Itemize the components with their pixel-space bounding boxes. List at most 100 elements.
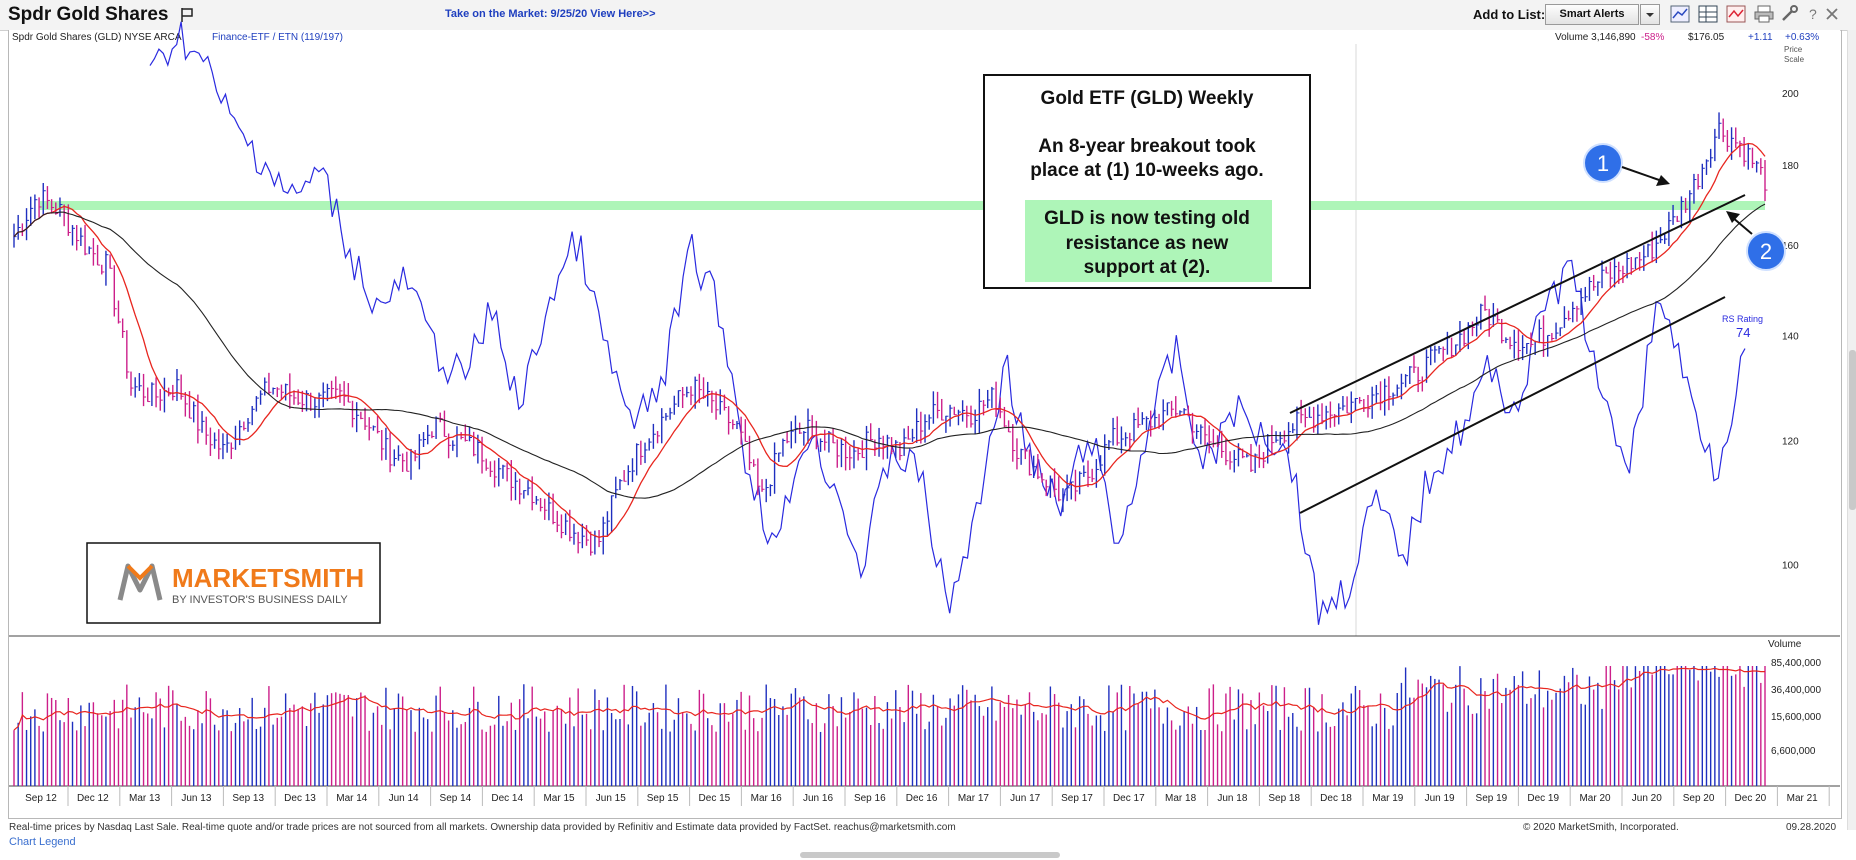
chart-type-icon[interactable]: [1670, 5, 1690, 23]
x-tick-label: Dec 14: [491, 793, 523, 804]
x-tick-label: Jun 15: [596, 793, 626, 804]
x-tick-label: Sep 18: [1268, 793, 1300, 804]
y-tick-label: 120: [1782, 436, 1799, 447]
volume-axis: 85,400,000 36,400,000 15,600,000 6,600,000: [1771, 658, 1821, 757]
x-tick-label: Sep 20: [1683, 793, 1715, 804]
x-tick-label: Mar 13: [129, 793, 161, 804]
industry-group[interactable]: Finance-ETF / ETN (119/197): [212, 32, 343, 43]
x-tick-label: Sep 14: [440, 793, 472, 804]
x-tick-label: Sep 12: [25, 793, 57, 804]
scroll-thumb[interactable]: [1849, 350, 1856, 510]
annotation-line-2: place at (1) 10-weeks ago.: [1030, 160, 1263, 181]
price-scale-label-1: Price: [1784, 45, 1803, 54]
price-change-percent: +0.63%: [1785, 32, 1819, 43]
volume-tick-label: 36,400,000: [1771, 685, 1821, 696]
x-tick-label: Dec 13: [284, 793, 316, 804]
resistance-band: [40, 201, 1765, 210]
marketsmith-logo: MARKETSMITH BY INVESTOR'S BUSINESS DAILY: [86, 542, 381, 624]
x-tick-label: Jun 16: [803, 793, 833, 804]
footer-copyright: © 2020 MarketSmith, Incorporated.: [1523, 822, 1679, 833]
x-tick-label: Sep 19: [1476, 793, 1508, 804]
take-on-market-link[interactable]: Take on the Market: 9/25/20 View Here>>: [445, 8, 656, 20]
y-tick-label: 160: [1782, 241, 1799, 252]
marker-2: 2: [1726, 211, 1786, 271]
ma-40-week-line: [13, 203, 1766, 499]
volume-tick-label: 15,600,000: [1771, 712, 1821, 723]
x-tick-label: Sep 17: [1061, 793, 1093, 804]
svg-text:?: ?: [1809, 6, 1817, 22]
horizontal-scrollbar[interactable]: [800, 852, 1060, 858]
annotation-green-line-3: support at (2).: [1084, 257, 1211, 278]
page-title: Spdr Gold Shares: [8, 4, 169, 25]
x-tick-label: Jun 14: [389, 793, 419, 804]
grid-layout-icon[interactable]: [1698, 5, 1718, 23]
volume-tick-label: 85,400,000: [1771, 658, 1821, 669]
footer-date: 09.28.2020: [1786, 822, 1837, 833]
annotation-green-line-1: GLD is now testing old: [1044, 208, 1250, 229]
chevron-down-icon: [1646, 13, 1654, 17]
volume-moving-average: [13, 667, 1765, 731]
logo-tagline: BY INVESTOR'S BUSINESS DAILY: [172, 594, 348, 606]
x-tick-label: Sep 13: [232, 793, 264, 804]
annotation-green-line-2: resistance as new: [1066, 233, 1229, 254]
add-to-list-label: Add to List:: [1473, 7, 1546, 22]
y-tick-label: 180: [1782, 161, 1799, 172]
volume-percent: -58%: [1641, 32, 1664, 43]
top-toolbar: Spdr Gold Shares Take on the Market: 9/2…: [0, 0, 1856, 31]
x-tick-label: Mar 21: [1787, 793, 1819, 804]
flag-icon[interactable]: [180, 7, 194, 23]
x-tick-label: Dec 18: [1320, 793, 1352, 804]
settings-icon[interactable]: [1780, 5, 1800, 23]
close-icon[interactable]: [1822, 5, 1842, 23]
x-tick-label: Jun 18: [1217, 793, 1247, 804]
x-tick-label: Dec 16: [906, 793, 938, 804]
annotation-line-1: An 8-year breakout took: [1038, 136, 1256, 157]
x-tick-label: Mar 14: [336, 793, 368, 804]
y-tick-label: 100: [1782, 560, 1799, 571]
channel-lower-line: [1299, 296, 1726, 514]
x-tick-label: Mar 18: [1165, 793, 1197, 804]
last-price: $176.05: [1688, 32, 1725, 43]
x-tick-label: Mar 17: [958, 793, 990, 804]
volume-bars: [13, 666, 1766, 786]
date-axis: Sep 12 Dec 12 Mar 13 Jun 13 Sep 13 Dec 13 Mar …: [25, 786, 1830, 806]
y-tick-label: 140: [1782, 332, 1799, 343]
price-bars: [13, 112, 1768, 556]
symbol-line: Spdr Gold Shares (GLD) NYSE ARCA: [12, 32, 182, 43]
list-select-dropdown[interactable]: [1640, 4, 1660, 25]
chart-legend-link[interactable]: Chart Legend: [9, 836, 76, 848]
volume-readout: Volume 3,146,890: [1555, 32, 1636, 43]
channel-upper-line: [1289, 194, 1746, 414]
marker-1-label: 1: [1597, 151, 1609, 176]
x-tick-label: Sep 16: [854, 793, 886, 804]
logo-wordmark: MARKETSMITH: [172, 563, 364, 593]
x-tick-label: Jun 13: [181, 793, 211, 804]
rs-rating-label: RS Rating: [1722, 314, 1763, 324]
x-tick-label: Mar 20: [1579, 793, 1611, 804]
x-tick-label: Jun 17: [1010, 793, 1040, 804]
x-tick-label: Dec 15: [699, 793, 731, 804]
marker-1: 1: [1583, 143, 1670, 186]
volume-tick-label: 6,600,000: [1771, 746, 1816, 757]
vertical-scrollbar[interactable]: [1847, 30, 1856, 830]
x-tick-label: Mar 19: [1372, 793, 1404, 804]
price-change: +1.11: [1748, 32, 1773, 43]
annotation-box: Gold ETF (GLD) Weekly An 8-year breakout…: [983, 74, 1311, 289]
x-tick-label: Dec 17: [1113, 793, 1145, 804]
print-icon[interactable]: [1754, 5, 1774, 23]
x-tick-label: Jun 19: [1425, 793, 1455, 804]
x-tick-label: Dec 20: [1735, 793, 1767, 804]
chart-frame: [8, 30, 1842, 819]
y-tick-label: 200: [1782, 89, 1799, 100]
price-chart[interactable]: Spdr Gold Shares (GLD) NYSE ARCA Finance…: [0, 0, 1856, 830]
help-icon[interactable]: ?: [1803, 5, 1823, 23]
x-tick-label: Dec 12: [77, 793, 109, 804]
x-tick-label: Jun 20: [1632, 793, 1662, 804]
volume-panel-label: Volume: [1768, 639, 1802, 650]
annotation-title: Gold ETF (GLD) Weekly: [1041, 88, 1254, 109]
compare-chart-icon[interactable]: [1726, 5, 1746, 23]
price-scale-label-2: Scale: [1784, 55, 1805, 64]
marker-2-label: 2: [1760, 239, 1772, 264]
footer-disclaimer: Real-time prices by Nasdaq Last Sale. Re…: [9, 822, 956, 833]
list-select[interactable]: Smart Alerts: [1545, 4, 1639, 25]
